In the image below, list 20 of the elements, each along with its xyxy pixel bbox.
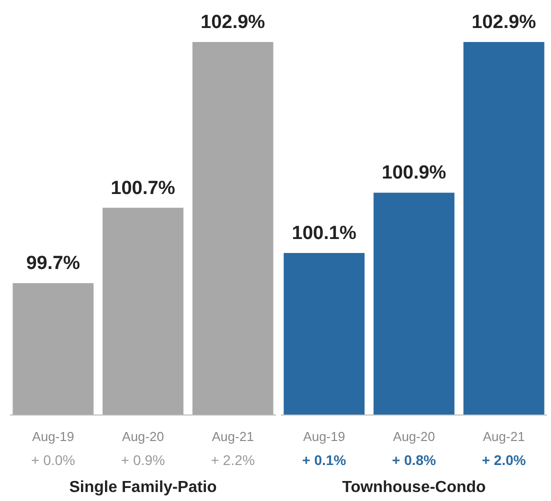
- x-axis-title: Single Family-Patio: [69, 479, 218, 496]
- text: + 0.0%: [31, 452, 76, 468]
- data-label: 102.9%: [472, 12, 536, 33]
- text: + 0.8%: [392, 452, 437, 468]
- data-label: 99.7%: [26, 253, 80, 274]
- x-tick-label: Aug-21: [482, 429, 525, 444]
- text: + 0.9%: [121, 452, 165, 468]
- text: + 2.0%: [482, 452, 526, 468]
- x-tick-label: Aug-20: [393, 429, 435, 444]
- x-axis-title: Townhouse-Condo: [342, 479, 486, 496]
- x-tick-label: Aug-19: [303, 429, 346, 444]
- data-label: 100.1%: [292, 222, 356, 244]
- x-tick-label: Aug-20: [122, 429, 164, 444]
- data-label: 100.7%: [110, 178, 176, 199]
- data-label: 102.9%: [200, 12, 266, 33]
- x-tick-label: Aug-21: [212, 429, 254, 444]
- x-tick-label: Aug-19: [32, 429, 74, 444]
- text: + 0.1%: [302, 452, 347, 468]
- data-label: 100.9%: [382, 162, 446, 184]
- text: + 2.2%: [210, 452, 255, 468]
